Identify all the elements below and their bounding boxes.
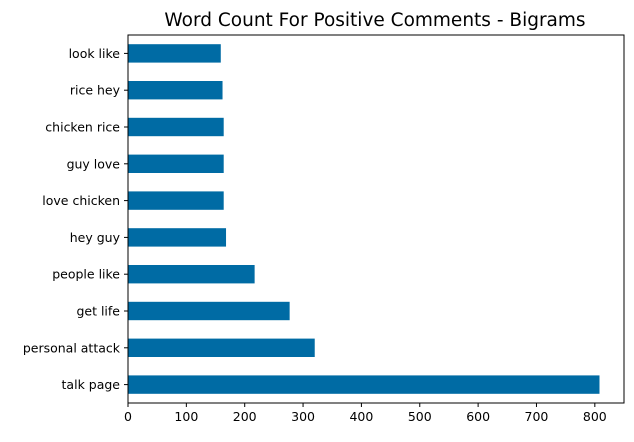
- bar-rice-hey: [128, 81, 223, 100]
- y-tick-label: personal attack: [23, 340, 121, 355]
- y-tick-label: rice hey: [70, 83, 121, 98]
- bar-chicken-rice: [128, 117, 224, 137]
- bars-group: [128, 44, 600, 394]
- x-axis: 0 100 200 300 400 500 600 700 800: [124, 403, 607, 424]
- y-tick-label: people like: [52, 267, 120, 282]
- x-tick-label: 500: [408, 409, 432, 424]
- x-tick-label: 200: [233, 409, 257, 424]
- x-tick-label: 300: [291, 409, 315, 424]
- bar-hey-guy: [128, 228, 227, 247]
- x-tick-label: 400: [349, 409, 373, 424]
- bar-talk-page: [128, 375, 600, 394]
- y-tick-label: guy love: [67, 156, 121, 171]
- bar-look-like: [128, 44, 221, 63]
- x-tick-label: 0: [124, 409, 132, 424]
- y-axis: talk page personal attack get life people l…: [23, 46, 128, 392]
- x-tick-label: 600: [466, 409, 490, 424]
- x-tick-label: 100: [174, 409, 198, 424]
- x-tick-label: 700: [525, 409, 549, 424]
- chart-title: Word Count For Positive Comments - Bigra…: [164, 10, 585, 31]
- y-tick-label: get life: [76, 304, 120, 319]
- bar-people-like: [128, 265, 255, 284]
- plot-frame: [127, 34, 625, 404]
- bar-love-chicken: [128, 191, 224, 210]
- x-tick-label: 800: [583, 409, 607, 424]
- y-tick-label: chicken rice: [45, 120, 120, 135]
- bar-personal-attack: [128, 338, 315, 357]
- bar-guy-love: [128, 154, 224, 173]
- y-tick-label: talk page: [62, 377, 121, 392]
- bar-get-life: [128, 301, 290, 321]
- y-tick-label: look like: [69, 46, 121, 61]
- y-tick-label: hey guy: [70, 230, 121, 245]
- y-tick-label: love chicken: [42, 193, 120, 208]
